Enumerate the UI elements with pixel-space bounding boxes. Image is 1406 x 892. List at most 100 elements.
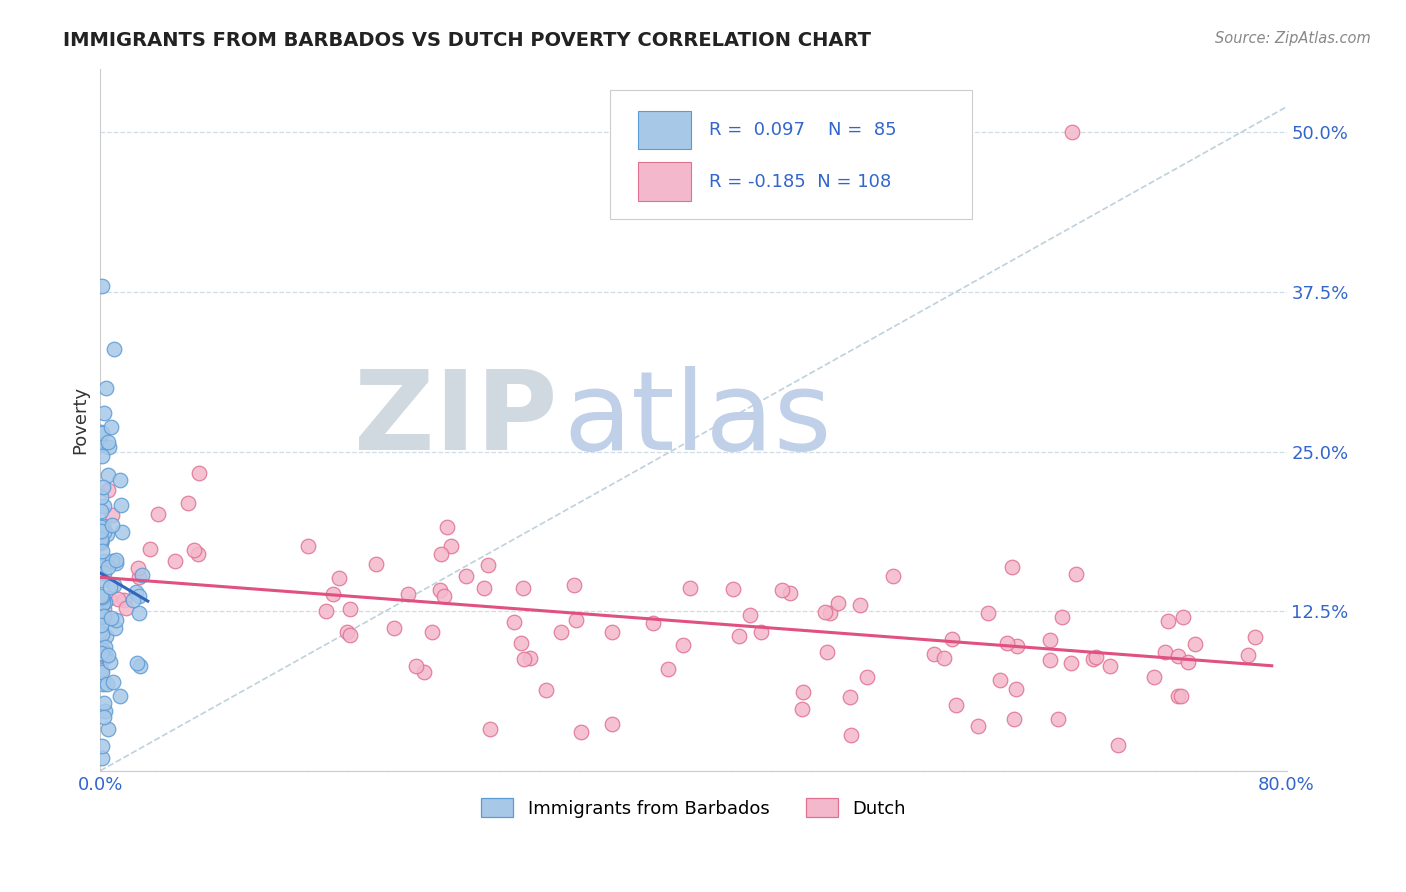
- Point: [856, 670, 879, 684]
- Point: [882, 569, 904, 583]
- Point: [90, 438, 112, 452]
- Point: [93, 554, 115, 568]
- Point: [90, 663, 112, 677]
- Point: [382, 621, 405, 635]
- Point: [1005, 639, 1028, 653]
- Text: R = -0.185  N = 108: R = -0.185 N = 108: [709, 173, 891, 191]
- Text: IMMIGRANTS FROM BARBADOS VS DUTCH POVERTY CORRELATION CHART: IMMIGRANTS FROM BARBADOS VS DUTCH POVERT…: [63, 31, 872, 50]
- Point: [90, 426, 112, 441]
- Point: [749, 625, 772, 640]
- Point: [90, 520, 112, 534]
- Bar: [638, 111, 692, 149]
- Point: [91, 627, 114, 641]
- Point: [1156, 614, 1178, 628]
- Point: [148, 507, 170, 521]
- Point: [454, 568, 477, 582]
- Point: [101, 675, 124, 690]
- Point: [94, 629, 117, 643]
- Point: [679, 581, 702, 595]
- Point: [1066, 566, 1088, 581]
- Point: [941, 632, 963, 647]
- Point: [90, 533, 112, 547]
- Point: [827, 596, 849, 610]
- Point: [93, 644, 115, 658]
- Legend: Immigrants from Barbados, Dutch: Immigrants from Barbados, Dutch: [474, 791, 914, 825]
- Point: [328, 572, 350, 586]
- Point: [125, 584, 148, 599]
- Point: [108, 689, 131, 703]
- Point: [396, 586, 419, 600]
- Point: [1167, 649, 1189, 664]
- Point: [89, 624, 111, 639]
- Point: [1184, 637, 1206, 651]
- Point: [183, 543, 205, 558]
- Point: [128, 569, 150, 583]
- Point: [792, 685, 814, 699]
- Point: [93, 595, 115, 609]
- Point: [513, 651, 536, 665]
- Point: [91, 677, 114, 691]
- Point: [1154, 644, 1177, 658]
- Point: [93, 710, 115, 724]
- Point: [93, 696, 115, 710]
- Point: [91, 449, 114, 463]
- Point: [297, 539, 319, 553]
- Point: [121, 593, 143, 607]
- Point: [322, 587, 344, 601]
- Point: [738, 608, 761, 623]
- Point: [945, 698, 967, 712]
- Point: [139, 542, 162, 557]
- Point: [339, 628, 361, 642]
- Point: [90, 589, 112, 603]
- Point: [96, 527, 118, 541]
- Point: [93, 704, 115, 718]
- Point: [672, 638, 695, 652]
- Point: [1244, 630, 1267, 644]
- Point: [91, 751, 114, 765]
- Point: [1143, 669, 1166, 683]
- Point: [90, 607, 112, 621]
- Point: [839, 728, 862, 742]
- Point: [1039, 653, 1062, 667]
- Point: [1085, 650, 1108, 665]
- Point: [100, 419, 122, 434]
- Point: [90, 559, 112, 574]
- Point: [93, 609, 115, 624]
- Point: [1039, 633, 1062, 648]
- Point: [440, 539, 463, 553]
- Point: [600, 717, 623, 731]
- Point: [90, 609, 112, 624]
- Point: [98, 580, 121, 594]
- Point: [90, 646, 112, 660]
- Point: [770, 583, 793, 598]
- Point: [848, 598, 870, 612]
- Point: [128, 607, 150, 621]
- Point: [91, 596, 114, 610]
- Point: [93, 651, 115, 665]
- Point: [93, 525, 115, 540]
- Point: [96, 677, 118, 691]
- Point: [429, 583, 451, 598]
- Point: [97, 467, 120, 482]
- Point: [90, 425, 112, 440]
- Point: [97, 483, 120, 497]
- Point: [93, 500, 115, 514]
- Point: [503, 615, 526, 629]
- Point: [90, 544, 112, 558]
- Text: ZIP: ZIP: [354, 366, 557, 473]
- Point: [1236, 648, 1258, 662]
- Point: [534, 682, 557, 697]
- Point: [127, 561, 149, 575]
- Point: [977, 606, 1000, 620]
- Point: [922, 647, 945, 661]
- Point: [967, 719, 990, 733]
- Point: [93, 566, 115, 580]
- Point: [1060, 656, 1083, 670]
- Point: [478, 722, 501, 736]
- Point: [728, 629, 751, 643]
- Point: [91, 592, 114, 607]
- Point: [97, 434, 120, 449]
- Point: [90, 504, 112, 518]
- Point: [110, 473, 132, 487]
- Point: [94, 640, 117, 655]
